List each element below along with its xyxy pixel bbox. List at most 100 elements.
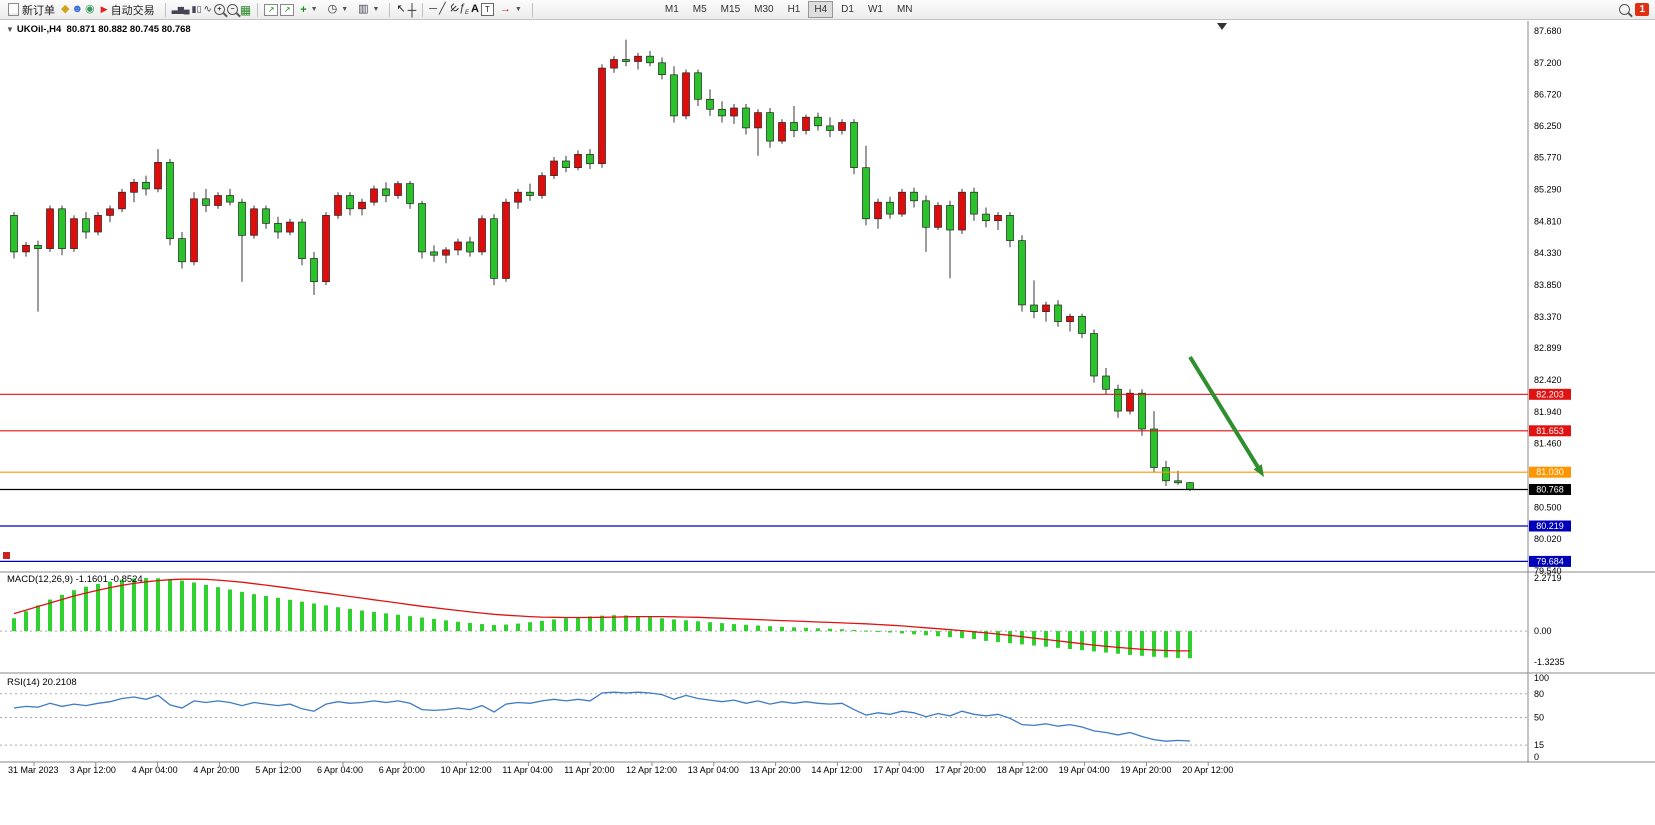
chevron-down-icon: ▼ (310, 6, 318, 13)
bar-chart-icon[interactable]: ▃▆▄ (171, 4, 190, 14)
svg-text:86.250: 86.250 (1534, 121, 1562, 131)
svg-text:19 Apr 20:00: 19 Apr 20:00 (1120, 765, 1171, 775)
template-chart-icon: ▥ (358, 3, 369, 15)
price-badge (1529, 425, 1571, 437)
price-badge (1529, 466, 1571, 478)
horizontal-lines[interactable]: 82.203 81.653 81.030 80.768 80.219 79.684 (0, 388, 1571, 567)
svg-text:13 Apr 04:00: 13 Apr 04:00 (688, 765, 739, 775)
svg-text:31 Mar 2023: 31 Mar 2023 (8, 765, 59, 775)
pitchfork-tool-icon[interactable]: Ψ (445, 1, 461, 17)
svg-text:80.219: 80.219 (1536, 521, 1564, 531)
indicator-list-icon[interactable]: ↗ (280, 3, 295, 16)
svg-text:11 Apr 04:00: 11 Apr 04:00 (502, 765, 552, 775)
svg-text:82.203: 82.203 (1536, 389, 1564, 399)
object-anchor[interactable] (3, 552, 10, 559)
rsi-line (13, 691, 1191, 742)
separator (164, 2, 166, 17)
svg-text:100: 100 (1534, 673, 1549, 683)
svg-text:82.420: 82.420 (1534, 375, 1562, 385)
svg-text:2.2719: 2.2719 (1534, 573, 1562, 583)
svg-text:0: 0 (1534, 752, 1539, 762)
cursor-icon[interactable]: ↖ (396, 3, 406, 15)
new-order-button[interactable]: 新订单 (4, 1, 59, 19)
templates-button[interactable]: ▥ ▼ (354, 1, 383, 19)
svg-text:19 Apr 04:00: 19 Apr 04:00 (1059, 765, 1110, 775)
one-click-trading-icon[interactable]: ▼ (6, 25, 14, 34)
candlestick-chart-icon[interactable]: ▮▯ (191, 4, 202, 14)
timeframe-MN[interactable]: MN (896, 4, 913, 15)
tile-windows-icon[interactable]: ▦ (239, 2, 252, 17)
svg-text:17 Apr 20:00: 17 Apr 20:00 (935, 765, 986, 775)
svg-text:80.768: 80.768 (1536, 485, 1564, 495)
horizontal-line-tool-icon[interactable]: ─ (429, 3, 437, 15)
svg-text:20 Apr 12:00: 20 Apr 12:00 (1182, 765, 1233, 775)
auto-trading-button[interactable]: ▶ 自动交易 (97, 1, 159, 19)
svg-text:3 Apr 12:00: 3 Apr 12:00 (70, 765, 116, 775)
trend-arrow[interactable] (1188, 355, 1264, 477)
periods-button[interactable]: ◷ ▼ (324, 1, 353, 19)
arrows-tool-button[interactable]: → ▼ (496, 1, 526, 19)
svg-text:6 Apr 20:00: 6 Apr 20:00 (379, 765, 425, 775)
timeframe-D1[interactable]: D1 (841, 4, 854, 15)
svg-text:81.653: 81.653 (1536, 426, 1564, 436)
scroll-marker-icon[interactable] (1217, 23, 1227, 30)
zoom-in-icon[interactable]: + (213, 4, 225, 15)
chevron-down-icon: ▼ (372, 6, 380, 13)
candles (10, 39, 1194, 492)
timeframe-M1[interactable]: M1 (664, 4, 679, 15)
line-chart-icon[interactable]: ∿ (203, 3, 212, 15)
indicators-icon[interactable]: ↗ (264, 3, 279, 16)
svg-text:-1.3235: -1.3235 (1534, 657, 1565, 667)
macd-signal-line (13, 578, 1190, 652)
chart-symbol-header: ▼ UKOil-,H4 80.871 80.882 80.745 80.768 (6, 24, 191, 35)
svg-text:11 Apr 20:00: 11 Apr 20:00 (564, 765, 614, 775)
svg-text:81.940: 81.940 (1534, 407, 1562, 417)
svg-text:86.720: 86.720 (1534, 90, 1562, 100)
text-tool-icon[interactable]: A (470, 3, 479, 15)
timeframe-W1[interactable]: W1 (867, 4, 883, 15)
chevron-down-icon: ▼ (514, 6, 522, 13)
separator (422, 2, 424, 17)
svg-text:84.330: 84.330 (1534, 248, 1562, 258)
time-scale[interactable]: 31 Mar 2023 3 Apr 12:00 4 Apr 04:00 4 Apr 2… (8, 762, 1233, 775)
search-icon[interactable] (1619, 4, 1631, 15)
svg-text:6 Apr 04:00: 6 Apr 04:00 (317, 765, 363, 775)
timeframe-H4[interactable]: H4 (808, 1, 834, 18)
timeframe-H1[interactable]: H1 (787, 4, 801, 15)
new-order-icon (8, 3, 19, 16)
svg-text:4 Apr 20:00: 4 Apr 20:00 (193, 765, 239, 775)
svg-text:87.680: 87.680 (1534, 26, 1562, 36)
text-label-tool-icon[interactable]: T (480, 3, 494, 16)
fibonacci-tool-icon[interactable]: ƒE (458, 1, 469, 17)
notification-badge[interactable]: 1 (1635, 3, 1649, 16)
timeframe-M30[interactable]: M30 (754, 4, 774, 15)
new-order-label: 新订单 (22, 4, 55, 17)
chart-canvas[interactable]: 82.20381.65381.03080.76880.21979.68487.6… (0, 21, 1655, 825)
svg-text:12 Apr 12:00: 12 Apr 12:00 (626, 765, 677, 775)
macd-label: MACD(12,26,9) -1.1601 -0.8524 (7, 574, 143, 585)
rsi-label: RSI(14) 20.2108 (7, 677, 77, 688)
auto-trading-icon: ▶ (100, 4, 108, 14)
zoom-out-icon[interactable]: − (226, 4, 238, 15)
svg-text:5 Apr 12:00: 5 Apr 12:00 (255, 765, 301, 775)
terminal-icon[interactable]: ◉ (85, 3, 95, 15)
separator (257, 2, 259, 17)
toolbar-right-group: 1 (1619, 3, 1651, 16)
price-badge (1529, 388, 1571, 400)
navigator-icon[interactable]: ☻ (71, 3, 84, 15)
timeframe-M15[interactable]: M15 (720, 4, 741, 15)
svg-text:17 Apr 04:00: 17 Apr 04:00 (873, 765, 924, 775)
svg-text:50: 50 (1534, 713, 1544, 723)
svg-text:80.500: 80.500 (1534, 502, 1562, 512)
add-indicator-button[interactable]: + ▼ (300, 3, 318, 16)
chevron-down-icon: ▼ (341, 6, 349, 13)
svg-text:80.020: 80.020 (1534, 534, 1562, 544)
price-scale[interactable]: 87.680 87.200 86.720 86.250 85.770 85.290 84.8… (1534, 26, 1565, 762)
market-watch-icon[interactable]: ◆ (61, 3, 70, 15)
crosshair-icon[interactable]: ┼ (407, 2, 417, 17)
symbol-ohlc-text: UKOil-,H4 80.871 80.882 80.745 80.768 (16, 24, 191, 35)
macd-histogram (12, 578, 1192, 659)
svg-text:84.810: 84.810 (1534, 216, 1562, 226)
timeframe-M5[interactable]: M5 (692, 4, 707, 15)
trendline-tool-icon[interactable]: ╱ (439, 3, 446, 15)
